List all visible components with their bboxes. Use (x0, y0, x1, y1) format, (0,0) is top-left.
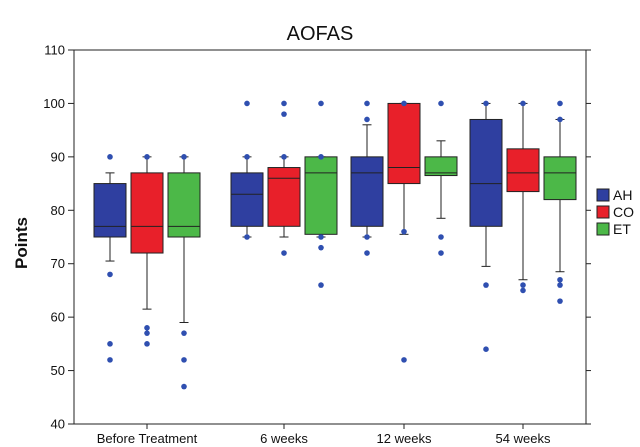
outlier-point-1 (244, 154, 250, 160)
outlier-point-4 (318, 282, 324, 288)
box-body (424, 156, 458, 177)
outlier-point-0 (438, 100, 444, 107)
outlier-point-4 (557, 298, 563, 304)
outlier-point-0 (557, 100, 563, 107)
box-groups (93, 100, 577, 390)
outlier-point-1 (557, 116, 563, 123)
outlier-point-2 (520, 287, 526, 294)
y-tick-label-60: 60 (51, 310, 65, 325)
box-AH-3 (469, 100, 503, 353)
chart-title: AOFAS (287, 23, 354, 45)
box-ET-1 (304, 100, 338, 288)
box-ET-2 (424, 100, 458, 256)
outlier-point-1 (483, 282, 489, 288)
outlier-point-1 (364, 116, 370, 123)
outlier-point-3 (281, 250, 287, 256)
box-body (469, 118, 503, 227)
outlier-point-2 (144, 330, 150, 336)
outlier-point-2 (401, 357, 407, 363)
outlier-point-2 (181, 357, 187, 363)
box-CO-0 (130, 154, 164, 347)
outlier-point-0 (144, 154, 150, 160)
box-body (167, 172, 201, 238)
outlier-point-1 (281, 111, 287, 117)
outlier-point-3 (364, 250, 370, 256)
outlier-point-2 (364, 234, 370, 240)
outlier-point-1 (438, 234, 444, 240)
outlier-point-0 (318, 100, 324, 107)
box-ET-3 (543, 100, 577, 304)
y-tick-label-50: 50 (51, 363, 65, 378)
plot-frame (73, 49, 587, 425)
y-tick-label-110: 110 (44, 43, 65, 58)
box-CO-2 (387, 100, 421, 363)
outlier-point-1 (107, 271, 113, 278)
x-tick-label-1: 6 weeks (260, 431, 308, 446)
y-axis-label: Points (12, 217, 31, 269)
outlier-point-3 (181, 383, 187, 390)
box-body (350, 156, 384, 227)
box-CO-3 (506, 100, 540, 294)
outlier-point-3 (144, 341, 150, 347)
y-axis: 40 50 60 70 80 90 100 110 (43, 43, 591, 432)
y-tick-label-90: 90 (51, 149, 65, 164)
box-AH-0 (93, 154, 127, 363)
outlier-point-2 (438, 250, 444, 256)
outlier-point-0 (401, 100, 407, 107)
outlier-point-2 (107, 341, 113, 347)
box-body (130, 172, 164, 254)
box-body (267, 167, 301, 227)
outlier-point-2 (557, 276, 563, 283)
outlier-point-0 (281, 100, 287, 107)
outlier-point-1 (144, 325, 150, 331)
x-tick-label-2: 12 weeks (377, 431, 432, 446)
outlier-point-2 (244, 234, 250, 240)
y-tick-label-80: 80 (51, 203, 65, 218)
box-body (230, 172, 264, 227)
outlier-point-1 (520, 282, 526, 288)
outlier-point-3 (318, 244, 324, 251)
box-body (93, 183, 127, 238)
legend-swatch-ET (596, 222, 610, 236)
legend-swatch-AH (596, 188, 610, 202)
x-tick-label-3: 54 weeks (496, 431, 551, 446)
outlier-point-2 (281, 154, 287, 160)
box-body (387, 102, 421, 185)
outlier-point-0 (364, 100, 370, 107)
outlier-point-2 (318, 234, 324, 240)
legend-label-CO: CO (613, 204, 634, 220)
outlier-point-1 (181, 330, 187, 336)
box-ET-0 (167, 154, 201, 390)
outlier-point-0 (520, 100, 526, 107)
box-body (543, 156, 577, 201)
outlier-point-3 (557, 282, 563, 288)
outlier-point-0 (107, 154, 113, 160)
box-CO-1 (267, 100, 301, 256)
legend-label-AH: AH (613, 187, 632, 203)
outlier-point-0 (244, 100, 250, 107)
box-AH-2 (350, 100, 384, 256)
x-tick-label-0: Before Treatment (97, 431, 198, 446)
box-AH-1 (230, 100, 264, 240)
plot-border (73, 49, 587, 425)
outlier-point-2 (483, 346, 489, 353)
x-axis: Before Treatment 6 weeks 12 weeks 54 weeks (97, 424, 551, 446)
outlier-point-0 (181, 154, 187, 160)
outlier-point-1 (318, 154, 324, 160)
outlier-point-3 (107, 357, 113, 363)
legend-label-ET: ET (613, 221, 631, 237)
y-tick-label-70: 70 (51, 256, 65, 271)
outlier-point-0 (483, 100, 489, 107)
y-tick-label-40: 40 (51, 417, 65, 432)
outlier-point-1 (401, 228, 407, 235)
y-tick-label-100: 100 (43, 96, 65, 111)
box-body (304, 156, 338, 235)
legend-swatch-CO (596, 205, 610, 219)
box-body (506, 148, 540, 193)
